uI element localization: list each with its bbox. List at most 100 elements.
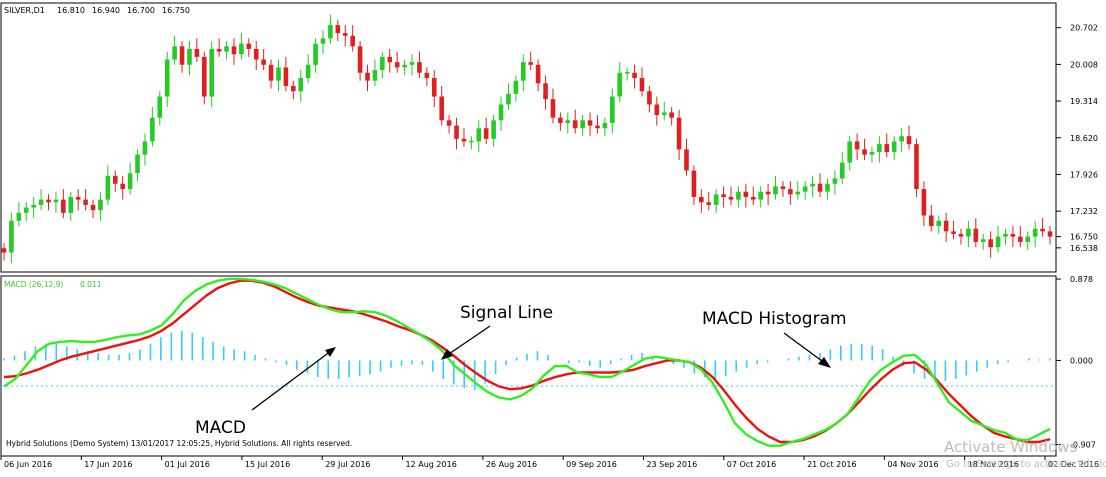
ohlc-low: 16.700 bbox=[127, 6, 155, 15]
candle-body bbox=[83, 199, 88, 205]
price-tick-label: 18.620 bbox=[1070, 134, 1098, 143]
candle-body bbox=[632, 72, 637, 79]
macd-histogram-annotation: MACD Histogram bbox=[702, 309, 847, 329]
candle-body bbox=[75, 196, 81, 200]
candle-body bbox=[684, 149, 689, 171]
candle-body bbox=[647, 91, 652, 105]
candle-body bbox=[921, 189, 927, 216]
candle-body bbox=[750, 196, 756, 200]
candle-body bbox=[350, 35, 355, 47]
candle-body bbox=[669, 112, 674, 118]
candle-body bbox=[713, 194, 719, 205]
candle-body bbox=[802, 186, 808, 192]
candle-body bbox=[46, 199, 51, 203]
macd-indicator-label: MACD (26,12,9) bbox=[4, 280, 63, 289]
candle-body bbox=[995, 236, 1001, 248]
candle-body bbox=[535, 64, 541, 84]
price-tick-label: 16.538 bbox=[1070, 244, 1098, 253]
candle-body bbox=[943, 220, 949, 232]
macd-panel-frame bbox=[0, 275, 1057, 457]
candle-body bbox=[261, 59, 266, 65]
candle-body bbox=[580, 120, 585, 129]
candle-body bbox=[914, 144, 919, 190]
candle-body bbox=[335, 25, 341, 34]
candle-body bbox=[157, 96, 163, 118]
time-tick-label: 26 Aug 2016 bbox=[486, 460, 537, 469]
candle-body bbox=[187, 48, 192, 65]
candle-body bbox=[112, 175, 118, 184]
candlestick-series bbox=[1, 14, 1053, 264]
candle-body bbox=[1040, 228, 1045, 232]
price-tick-label: 17.926 bbox=[1070, 170, 1098, 179]
candle-body bbox=[817, 183, 823, 192]
candle-body bbox=[839, 162, 845, 179]
candle-body bbox=[743, 191, 749, 197]
candle-body bbox=[617, 72, 623, 97]
candle-body bbox=[832, 178, 838, 184]
candle-body bbox=[454, 125, 459, 139]
candle-body bbox=[164, 59, 170, 97]
candle-body bbox=[973, 228, 979, 242]
macd-histogram-arrow bbox=[783, 332, 827, 365]
symbol-label: SILVER,D1 bbox=[4, 6, 45, 15]
candle-body bbox=[1025, 236, 1031, 242]
candle-body bbox=[543, 83, 548, 100]
candle-body bbox=[61, 199, 66, 213]
signal-line-arrowhead bbox=[441, 349, 453, 360]
candle-body bbox=[550, 99, 556, 118]
candle-body bbox=[758, 191, 763, 200]
candle-body bbox=[587, 120, 593, 126]
candle-body bbox=[498, 104, 504, 121]
signal-line bbox=[3, 279, 1051, 444]
candle-body bbox=[402, 64, 407, 68]
macd-line bbox=[3, 277, 1051, 447]
candle-body bbox=[980, 239, 986, 242]
macd-tick-label: 0.000 bbox=[1070, 356, 1093, 365]
signal-line-arrow bbox=[445, 325, 491, 357]
candle-body bbox=[417, 62, 422, 73]
macd-arrow bbox=[251, 350, 332, 411]
candle-body bbox=[305, 64, 311, 79]
candle-body bbox=[899, 136, 904, 142]
candle-body bbox=[342, 33, 348, 36]
candle-body bbox=[424, 72, 430, 79]
price-tick-label: 19.314 bbox=[1070, 97, 1098, 106]
candle-body bbox=[209, 48, 215, 97]
candle-body bbox=[869, 152, 875, 155]
candle-body bbox=[276, 67, 281, 81]
candle-body bbox=[654, 104, 660, 116]
candle-body bbox=[520, 62, 526, 81]
candle-body bbox=[765, 191, 771, 195]
candle-body bbox=[283, 67, 289, 86]
time-tick-label: 12 Aug 2016 bbox=[406, 460, 457, 469]
candle-body bbox=[676, 117, 682, 150]
macd-axis: 0.878 0.000 -0.907 bbox=[1056, 275, 1096, 450]
candle-body bbox=[788, 189, 793, 195]
macd-tick-label: -0.907 bbox=[1070, 441, 1096, 450]
histogram-series bbox=[3, 330, 1051, 391]
candle-body bbox=[476, 128, 482, 142]
candle-body bbox=[706, 202, 712, 205]
candle-body bbox=[1010, 233, 1016, 237]
candle-body bbox=[491, 120, 496, 139]
candle-body bbox=[528, 62, 534, 65]
candle-body bbox=[9, 220, 14, 253]
candle-body bbox=[721, 194, 726, 197]
time-tick-label: 15 Jul 2016 bbox=[245, 460, 290, 469]
candle-body bbox=[90, 204, 96, 211]
price-tick-label: 16.750 bbox=[1070, 233, 1098, 242]
candle-body bbox=[313, 43, 318, 65]
price-tick-label: 20.008 bbox=[1070, 60, 1098, 69]
activate-windows-title: Activate Windows bbox=[944, 438, 1078, 456]
candle-body bbox=[446, 120, 452, 126]
candle-body bbox=[239, 43, 244, 55]
macd-tick-label: 0.878 bbox=[1070, 275, 1093, 284]
candle-body bbox=[483, 128, 489, 139]
candle-body bbox=[884, 144, 890, 153]
candle-body bbox=[595, 125, 600, 129]
time-tick-label: 18 Nov 2016 bbox=[968, 460, 1019, 469]
candle-body bbox=[31, 204, 36, 208]
candle-body bbox=[728, 196, 734, 200]
